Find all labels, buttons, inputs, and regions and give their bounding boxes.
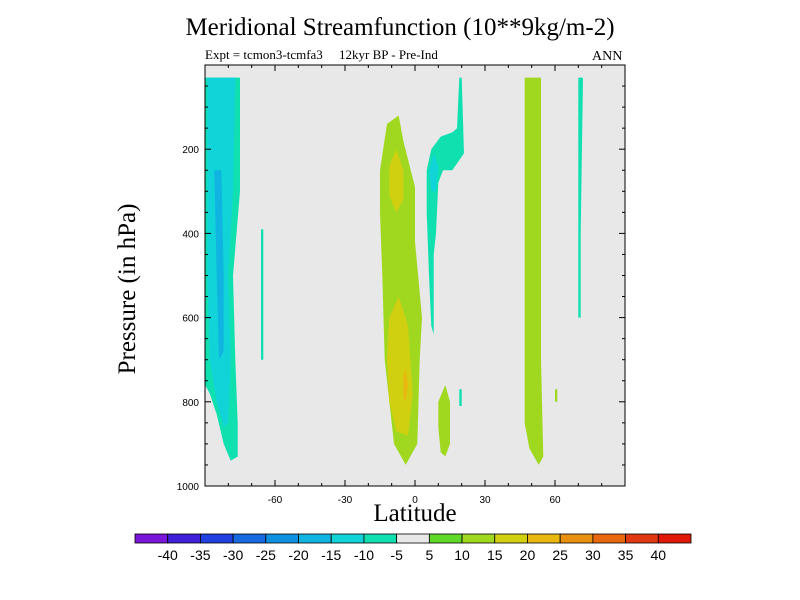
- contour-region-10: [438, 385, 450, 457]
- contour-region-6: [387, 296, 413, 436]
- contour-region-5: [389, 149, 404, 213]
- contour-regions: [205, 77, 583, 465]
- colorbar-label: 35: [618, 547, 634, 563]
- y-tick-label: 800: [182, 398, 199, 409]
- colorbar-label: -20: [288, 547, 308, 563]
- colorbar-label: 25: [552, 547, 568, 563]
- colorbar-swatch: [363, 533, 398, 544]
- colorbar-swatch: [428, 533, 463, 544]
- colorbar-label: -5: [390, 547, 403, 563]
- colorbar-label: 30: [585, 547, 601, 563]
- colorbar-swatch: [167, 533, 201, 544]
- contour-region-12: [524, 77, 544, 465]
- colorbar-swatch: [527, 533, 561, 544]
- colorbar-swatch: [625, 533, 659, 544]
- colorbar-swatch: [265, 533, 299, 544]
- x-tick-label: -60: [268, 495, 283, 506]
- colorbar-swatch: [657, 533, 692, 544]
- contour-region-2: [214, 170, 224, 360]
- x-tick-label: 30: [479, 495, 491, 506]
- y-tick-label: 200: [182, 145, 199, 156]
- colorbar-label: 10: [454, 547, 470, 563]
- x-tick-label: 60: [549, 495, 561, 506]
- colorbar-swatch: [494, 533, 528, 544]
- colorbar-swatch: [592, 533, 626, 544]
- colorbar-swatch: [559, 533, 594, 544]
- colorbar-swatch: [461, 533, 496, 544]
- contour-region-8: [426, 77, 464, 335]
- colorbar: -40 -35 -30 -25 -20 -15 -10 -5 5 10 15 20 25 30 35 40: [134, 533, 692, 563]
- colorbar-label: -15: [321, 547, 341, 563]
- x-tick-label: -30: [338, 495, 353, 506]
- season-label: ANN: [592, 49, 623, 64]
- colorbar-swatch: [298, 533, 332, 544]
- contour-region-14: [578, 77, 583, 318]
- y-tick-label: 400: [182, 229, 199, 240]
- colorbar-label: 40: [651, 547, 667, 563]
- colorbar-label: 5: [425, 547, 433, 563]
- axis-ticks: -60 -30 0 30 60 200 400 600 800 1000: [177, 65, 625, 506]
- y-tick-label: 600: [182, 314, 199, 325]
- colorbar-label: -30: [223, 547, 243, 563]
- colorbar-swatch: [134, 533, 169, 544]
- colorbar-swatch: [200, 533, 234, 544]
- colorbar-label: -35: [190, 547, 210, 563]
- colorbar-swatch: [232, 533, 267, 544]
- chart-title: Meridional Streamfunction (10**9kg/m-2): [185, 14, 615, 41]
- contour-region-3: [261, 229, 264, 360]
- y-tick-label: 1000: [177, 482, 200, 493]
- x-tick-label: 0: [412, 495, 418, 506]
- colorbar-swatch: [330, 533, 365, 544]
- colorbar-label: -10: [354, 547, 374, 563]
- x-axis-label: Latitude: [373, 500, 457, 527]
- colorbar-label: -40: [158, 547, 178, 563]
- colorbar-label: 15: [487, 547, 503, 563]
- contour-region-7: [403, 368, 408, 402]
- colorbar-label: 20: [520, 547, 536, 563]
- contour-region-11: [459, 389, 462, 406]
- contour-region-13: [555, 389, 558, 402]
- colorbar-swatch: [396, 533, 430, 544]
- contour-region-9: [429, 153, 439, 192]
- colorbar-label: -25: [256, 547, 276, 563]
- chart-subtitle: Expt = tcmon3-tcmfa3 12kyr BP - Pre-Ind: [205, 47, 438, 62]
